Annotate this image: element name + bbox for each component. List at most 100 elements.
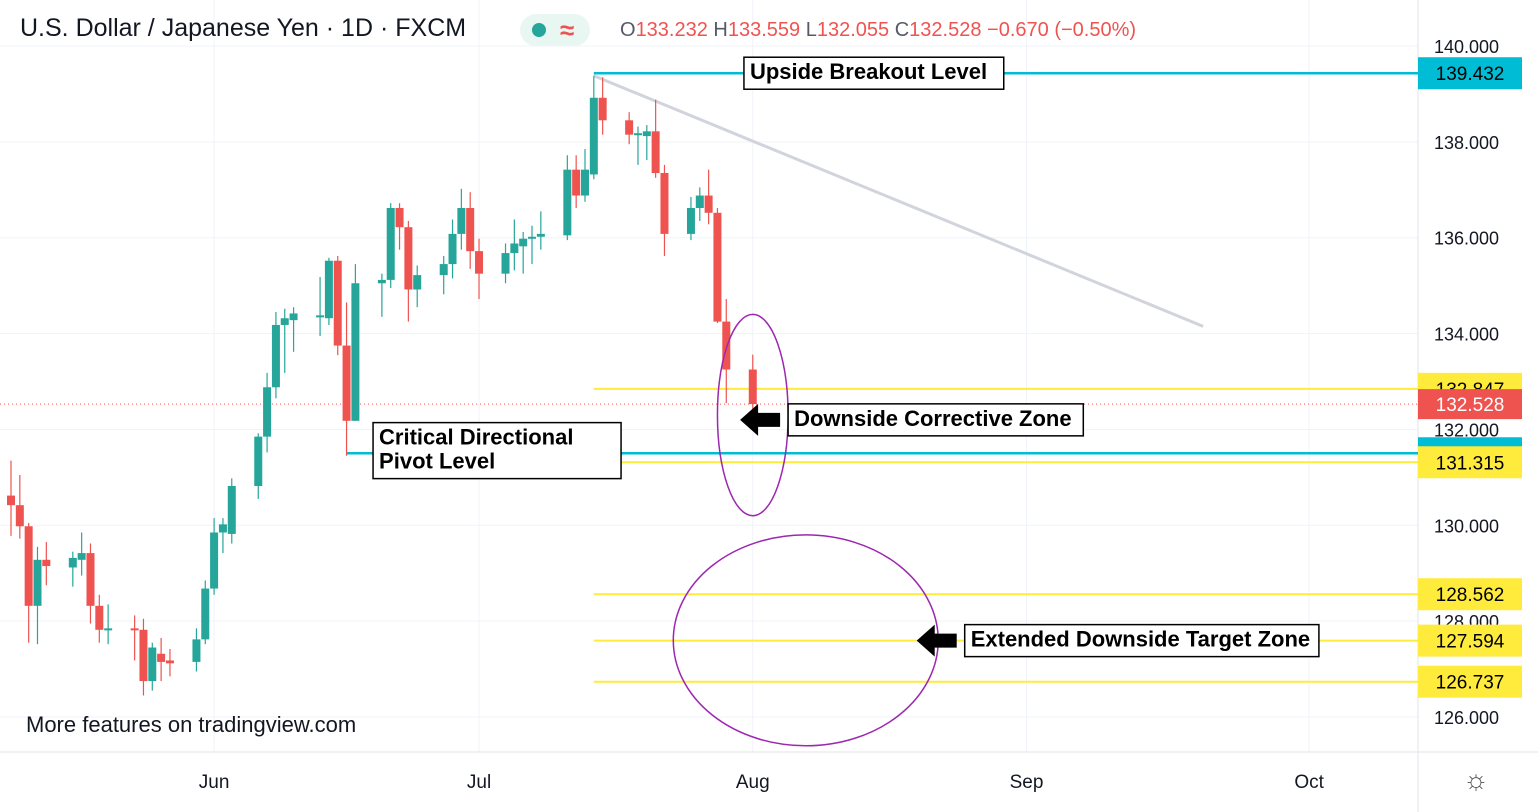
symbol-title[interactable]: U.S. Dollar / Japanese Yen · 1D · FXCM: [20, 14, 466, 43]
candle-body: [165, 660, 174, 664]
candle: [642, 125, 651, 161]
candle: [598, 77, 607, 135]
candle-body: [95, 605, 104, 630]
candle: [625, 112, 634, 145]
candle-body: [633, 133, 642, 136]
market-open-dot-icon: [532, 23, 546, 37]
candle-body: [563, 169, 572, 236]
candle-body: [271, 324, 280, 388]
price-tick-label: 136.000: [1434, 229, 1499, 249]
candle-body: [210, 532, 219, 589]
candle: [377, 273, 386, 317]
candle-body: [589, 97, 598, 175]
candle-body: [501, 253, 510, 274]
callout-box: [963, 623, 1320, 658]
candle-body: [598, 97, 607, 121]
candle: [722, 299, 731, 404]
candle: [104, 604, 113, 645]
candle-body: [263, 387, 272, 437]
interval-label[interactable]: 1D: [341, 14, 374, 42]
candle: [210, 518, 219, 595]
candle-body: [201, 588, 210, 640]
chart-header: U.S. Dollar / Japanese Yen · 1D · FXCM ≈…: [0, 0, 1420, 60]
candle: [333, 255, 342, 356]
price-axis: 140.000 138.000 136.000 134.000 132.000 130.0…: [1418, 37, 1522, 728]
candle: [528, 225, 537, 265]
price-tag-bg: [1418, 446, 1522, 479]
last-price-tag-label: 132.528: [1436, 395, 1505, 416]
ohlc-legend: O133.232 H133.559 L132.055 C132.528 −0.6…: [620, 19, 1136, 42]
candle: [201, 580, 210, 645]
candle-body: [536, 233, 545, 237]
candle-body: [386, 208, 395, 280]
candles: [7, 75, 757, 696]
exchange-label: FXCM: [395, 14, 467, 42]
candle-body: [104, 628, 113, 631]
arrow-left-icon: [740, 403, 781, 436]
candle-body: [157, 653, 166, 662]
candle: [227, 478, 236, 544]
callout-box: [787, 403, 1085, 437]
upside-breakout-callout: Upside Breakout Level: [743, 56, 1005, 90]
candle-body: [580, 169, 589, 196]
callout-text: Extended Downside Target Zone: [971, 627, 1310, 652]
candle-body: [704, 195, 713, 213]
callout-text: Downside Corrective Zone: [794, 406, 1072, 431]
candle-body: [192, 639, 201, 662]
candle-body: [280, 318, 289, 325]
candle: [386, 203, 395, 289]
price-tick-label: 140.000: [1434, 37, 1499, 57]
market-status-pill[interactable]: ≈: [520, 14, 590, 46]
candle: [165, 648, 174, 677]
open-value: 133.232: [635, 19, 708, 41]
high-label: H: [713, 19, 728, 41]
price-tick-label: 138.000: [1434, 133, 1499, 153]
trend-line: [593, 74, 1204, 328]
candle: [475, 238, 484, 300]
candle-body: [254, 436, 263, 486]
candle-body: [651, 131, 660, 174]
candle: [395, 203, 404, 250]
time-axis: Jun Jul Aug Sep Oct: [199, 772, 1325, 793]
candle: [660, 164, 669, 256]
candle-body: [528, 236, 537, 239]
callout-text: Pivot Level: [379, 449, 495, 474]
candle-body: [466, 208, 475, 252]
candle: [316, 277, 325, 336]
candle: [633, 126, 642, 165]
price-tag-label: 126.737: [1436, 673, 1505, 694]
corrective-zone-callout: Downside Corrective Zone: [740, 403, 1085, 437]
candle: [271, 312, 280, 399]
candle-body: [148, 647, 157, 682]
price-tag: 139.432: [1418, 57, 1522, 90]
candle-body: [713, 212, 722, 322]
candle-body: [748, 369, 757, 405]
candle: [563, 155, 572, 241]
candle-body: [660, 173, 669, 234]
candle-body: [130, 628, 139, 631]
candle-body: [33, 559, 42, 606]
candle-body: [289, 313, 298, 321]
candle-body: [15, 505, 24, 527]
price-tick-label: 132.000: [1434, 420, 1499, 440]
time-tick-label: Jul: [467, 772, 491, 793]
price-tag: 128.562: [1418, 578, 1522, 611]
candle: [7, 460, 15, 536]
title-separator: ·: [379, 14, 389, 42]
candle-body: [42, 559, 51, 567]
callout-text: Critical Directional: [379, 425, 573, 450]
candle: [24, 522, 33, 643]
gear-icon[interactable]: ☼: [1463, 764, 1489, 795]
price-tag-bg: [1418, 624, 1522, 657]
time-tick-label: Oct: [1294, 772, 1324, 793]
time-tick-label: Sep: [1010, 772, 1044, 793]
open-label: O: [620, 19, 636, 41]
candle-body: [475, 251, 484, 274]
watermark-text[interactable]: More features on tradingview.com: [26, 712, 357, 737]
candle: [157, 637, 166, 682]
candle: [254, 433, 263, 499]
candle-body: [139, 629, 148, 682]
callout-box: [743, 56, 1005, 90]
